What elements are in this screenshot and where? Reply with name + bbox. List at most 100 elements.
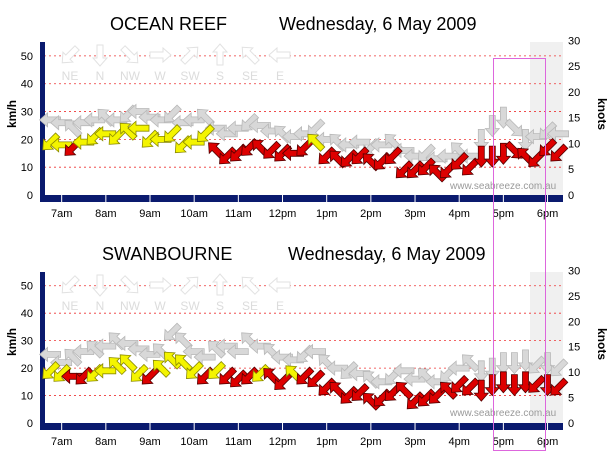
gust-arrow xyxy=(504,118,523,137)
x-tick-7am: 7am xyxy=(51,208,72,220)
direction-label-SE: SE xyxy=(242,299,258,313)
y2-tick-25: 25 xyxy=(568,291,580,303)
direction-label-NE: NE xyxy=(62,299,79,313)
gust-arrow xyxy=(340,361,359,380)
wind-arrow xyxy=(119,122,138,141)
wind-arrow xyxy=(439,381,458,400)
wind-arrow xyxy=(351,146,370,165)
arrow-e-icon xyxy=(149,46,172,64)
gust-arrow xyxy=(539,121,558,140)
gust-arrow xyxy=(484,357,501,380)
y-tick-50: 50 xyxy=(21,51,33,63)
x-tick-5pm: 5pm xyxy=(493,436,514,448)
wind-arrow xyxy=(550,377,569,396)
wind-arrow xyxy=(417,157,436,176)
arrow-se-icon xyxy=(120,275,139,294)
x-tick-8am: 8am xyxy=(95,436,116,448)
wind-arrow xyxy=(450,151,469,170)
wind-arrow xyxy=(296,366,315,385)
x-tick-4pm: 4pm xyxy=(448,208,469,220)
wind-arrow xyxy=(473,379,490,402)
gust-arrow xyxy=(241,112,260,131)
y2-tick-30: 30 xyxy=(568,35,580,47)
wind-arrow xyxy=(174,354,193,373)
gust-arrow xyxy=(215,125,238,142)
direction-label-SW: SW xyxy=(180,69,200,83)
wind-arrow xyxy=(108,357,127,376)
x-tick-4pm: 4pm xyxy=(448,436,469,448)
x-tick-11am: 11am xyxy=(225,208,252,220)
x-tick-2pm: 2pm xyxy=(360,436,381,448)
direction-label-S: S xyxy=(216,299,224,313)
wind-arrow xyxy=(550,143,569,162)
wind-arrow xyxy=(395,160,414,179)
wind-arrow xyxy=(94,362,117,379)
y2-tick-5: 5 xyxy=(568,393,574,405)
wind-arrow xyxy=(219,366,238,385)
arrow-sw-icon xyxy=(61,45,80,64)
wind-arrow xyxy=(461,377,480,396)
gust-arrow xyxy=(208,340,227,359)
right-axis-label: knots xyxy=(595,328,609,360)
y2-tick-5: 5 xyxy=(568,164,574,176)
x-tick-3pm: 3pm xyxy=(404,436,425,448)
wind-arrow xyxy=(53,363,72,382)
arrow-nw-icon xyxy=(241,276,260,295)
wind-arrow xyxy=(528,374,547,393)
gust-arrow xyxy=(226,343,249,360)
wind-arrow xyxy=(307,133,326,152)
wind-arrow xyxy=(163,124,182,143)
watermark: www.seabreeze.com.au xyxy=(449,408,556,419)
arrow-w-icon xyxy=(268,46,291,64)
gust-arrow xyxy=(528,355,547,374)
x-tick-6pm: 6pm xyxy=(537,436,558,448)
y2-tick-0: 0 xyxy=(568,418,574,430)
bottom-axis-bar xyxy=(40,195,563,202)
gust-arrow xyxy=(425,373,448,390)
y-tick-30: 30 xyxy=(21,336,33,348)
y2-tick-25: 25 xyxy=(568,61,580,73)
direction-label-NE: NE xyxy=(62,69,79,83)
wind-arrow xyxy=(42,361,61,380)
x-tick-11am: 11am xyxy=(225,436,252,448)
y-tick-10: 10 xyxy=(21,391,33,403)
gust-arrow xyxy=(248,117,271,134)
x-tick-10am: 10am xyxy=(180,208,208,220)
x-tick-7am: 7am xyxy=(51,436,72,448)
gust-arrow xyxy=(550,358,569,377)
gust-arrow xyxy=(86,340,105,359)
left-axis-bar xyxy=(40,272,45,427)
chart-title-ocean-reef: OCEAN REEF xyxy=(110,14,228,34)
arrow-n-icon xyxy=(211,273,229,296)
arrow-e-icon xyxy=(149,276,172,294)
plot-right-shade xyxy=(530,42,563,199)
gust-arrow xyxy=(461,354,480,373)
x-tick-1pm: 1pm xyxy=(316,436,337,448)
gust-arrow xyxy=(447,360,470,376)
y-tick-0: 0 xyxy=(27,418,33,430)
direction-label-NW: NW xyxy=(120,69,141,83)
y-tick-0: 0 xyxy=(27,190,33,202)
x-tick-9am: 9am xyxy=(139,436,160,448)
y-tick-40: 40 xyxy=(21,308,33,320)
gust-arrow xyxy=(303,343,327,360)
chart-date-swanbourne: Wednesday, 6 May 2009 xyxy=(288,244,486,264)
arrow-s-icon xyxy=(91,274,109,297)
gust-arrow xyxy=(193,349,216,365)
wind-arrow xyxy=(263,140,282,159)
wind-arrow xyxy=(307,369,326,388)
x-tick-10am: 10am xyxy=(180,436,208,448)
gust-arrow xyxy=(163,322,182,341)
wind-arrow xyxy=(42,132,61,151)
wind-arrow xyxy=(141,366,160,385)
plot-right-shade xyxy=(530,272,563,427)
x-tick-2pm: 2pm xyxy=(360,208,381,220)
y-tick-40: 40 xyxy=(21,79,33,91)
gust-arrow xyxy=(215,338,238,354)
x-tick-6pm: 6pm xyxy=(537,208,558,220)
x-tick-8am: 8am xyxy=(95,208,116,220)
wind-arrow xyxy=(208,361,227,380)
direction-label-SW: SW xyxy=(180,299,200,313)
